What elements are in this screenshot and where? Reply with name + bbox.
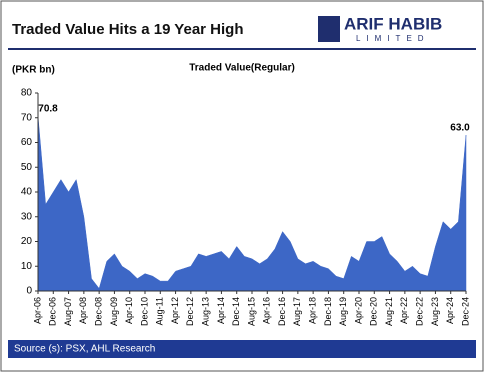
x-tick-label: Aug-11: [155, 297, 165, 325]
x-tick-label: Apr-10: [124, 297, 134, 324]
logo-name: ARIF HABIB: [344, 14, 442, 33]
y-tick-label: 60: [21, 137, 33, 148]
x-tick-label: Dec-18: [323, 297, 333, 326]
x-tick-label: Apr-06: [32, 297, 42, 324]
y-tick-label: 50: [21, 162, 33, 173]
x-tick-label: Apr-24: [445, 297, 455, 324]
x-tick-label: Dec-12: [185, 297, 195, 326]
chart-title: Traded Value Hits a 19 Year High: [12, 21, 244, 38]
value-label: 63.0: [450, 123, 470, 134]
area: [37, 115, 467, 292]
chart-subtitle: Traded Value(Regular): [189, 63, 295, 74]
x-tick-label: Aug-19: [338, 297, 348, 326]
x-tick-label: Dec-06: [48, 297, 58, 326]
y-tick-label: 0: [26, 286, 32, 297]
y-tick-label: 30: [21, 211, 33, 222]
x-tick-label: Aug-09: [109, 297, 119, 326]
x-tick-label: Dec-08: [94, 297, 104, 326]
y-axis-label: (PKR bn): [12, 65, 55, 76]
x-tick-label: Apr-08: [78, 297, 88, 324]
x-tick-label: Apr-22: [399, 297, 409, 324]
x-tick-label: Dec-24: [460, 297, 470, 326]
x-tick-label: Aug-07: [63, 297, 73, 326]
x-tick-label: Aug-17: [292, 297, 302, 326]
x-tick-label: Aug-15: [246, 297, 256, 326]
value-label: 70.8: [38, 103, 58, 114]
x-tick-label: Apr-14: [216, 297, 226, 324]
y-tick-label: 40: [21, 187, 33, 198]
x-tick-label: Dec-14: [231, 297, 241, 326]
logo-mark: [318, 16, 340, 42]
logo-tagline: LIMITED: [356, 34, 430, 43]
x-tick-label: Dec-20: [369, 297, 379, 326]
source-note: Source (s): PSX, AHL Research: [14, 344, 155, 355]
y-tick-label: 70: [21, 112, 33, 123]
x-tick-label: Dec-10: [139, 297, 149, 326]
y-tick-label: 80: [21, 88, 33, 99]
y-tick-label: 10: [21, 261, 33, 272]
x-tick-label: Aug-13: [201, 297, 211, 326]
x-tick-label: Apr-16: [262, 297, 272, 324]
x-tick-label: Aug-23: [430, 297, 440, 326]
x-tick-label: Dec-22: [415, 297, 425, 326]
footer-bar: [8, 340, 476, 358]
x-tick-label: Dec-16: [277, 297, 287, 326]
y-tick-label: 20: [21, 236, 33, 247]
x-tick-label: Apr-18: [308, 297, 318, 324]
x-tick-label: Apr-12: [170, 297, 180, 324]
x-tick-label: Apr-20: [353, 297, 363, 324]
x-tick-label: Aug-21: [384, 297, 394, 326]
